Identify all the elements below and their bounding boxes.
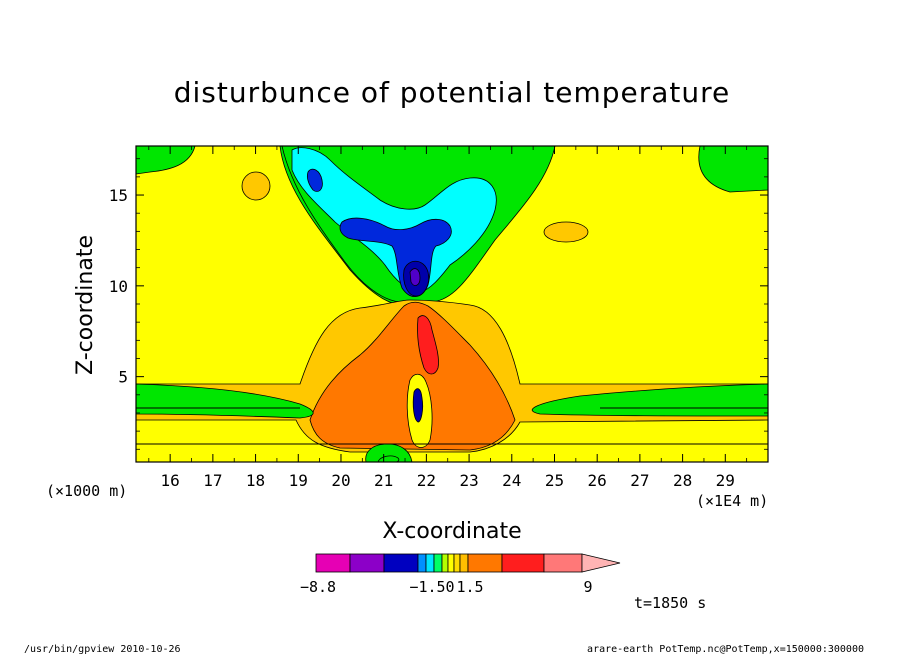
x-tick-label: 20 <box>331 471 350 490</box>
contour-blue-small <box>306 168 323 192</box>
chart-title: disturbunce of potential temperature <box>174 76 731 109</box>
x-tick-label: 19 <box>289 471 308 490</box>
colorbar-segment <box>501 553 545 573</box>
x-tick-label: 16 <box>161 471 180 490</box>
colorbar-segment <box>349 553 385 573</box>
colorbar <box>315 553 621 573</box>
colorbar-label: −8.8 <box>300 578 336 596</box>
y-axis-label: Z-coordinate <box>73 235 98 375</box>
contour-blob-left <box>241 171 271 201</box>
contour-blob-right <box>543 221 589 243</box>
contour-navy-inner <box>409 268 421 286</box>
x-tick-label: 28 <box>673 471 692 490</box>
x-unit-left: (×1000 m) <box>46 482 127 500</box>
colorbar-segment <box>467 553 503 573</box>
colorbar-segment <box>315 553 351 573</box>
contour-field <box>136 146 768 462</box>
x-tick-label: 18 <box>246 471 265 490</box>
x-tick-label: 17 <box>203 471 222 490</box>
colorbar-labels: −8.8 −1.50 1.5 9 <box>300 578 593 596</box>
x-unit-right: (×1E4 m) <box>696 492 768 510</box>
colorbar-arrow <box>581 553 621 573</box>
contour-green-band-left <box>136 383 314 419</box>
x-tick-label: 22 <box>417 471 436 490</box>
x-tick-label: 26 <box>588 471 607 490</box>
x-axis-label: X-coordinate <box>382 519 521 544</box>
colorbar-segment <box>447 553 455 573</box>
contour-green-top-left <box>136 146 196 175</box>
footer-right: arare-earth_PotTemp.nc@PotTemp,x=150000:… <box>587 644 864 654</box>
x-tick-label: 29 <box>716 471 735 490</box>
contour-cyan <box>291 147 497 293</box>
x-tick-label: 24 <box>502 471 521 490</box>
y-tick-label: 5 <box>118 368 128 387</box>
colorbar-label: 1.5 <box>456 578 483 596</box>
time-label: t=1850 s <box>634 594 706 612</box>
colorbar-segment <box>433 553 443 573</box>
colorbar-label: −1.50 <box>409 578 454 596</box>
contour-red <box>417 315 439 375</box>
colorbar-label: 9 <box>583 578 592 596</box>
colorbar-segment <box>453 553 461 573</box>
contour-green-bottom <box>365 443 413 462</box>
x-tick-label: 25 <box>545 471 564 490</box>
colorbar-segment <box>459 553 469 573</box>
colorbar-segment <box>543 553 583 573</box>
y-axis: 5 10 15 <box>109 158 768 450</box>
x-tick-label: 21 <box>374 471 393 490</box>
colorbar-segment <box>383 553 419 573</box>
colorbar-segment <box>425 553 435 573</box>
x-tick-label: 27 <box>630 471 649 490</box>
y-tick-label: 10 <box>109 277 128 296</box>
colorbar-segment <box>417 553 427 573</box>
x-axis: 16 17 18 19 20 21 22 23 24 25 26 27 28 29 <box>148 146 748 490</box>
x-tick-label: 23 <box>459 471 478 490</box>
y-tick-label: 15 <box>109 186 128 205</box>
footer-left: /usr/bin/gpview 2010-10-26 <box>24 644 181 654</box>
colorbar-segment <box>441 553 449 573</box>
contour-blue-core-low <box>412 388 424 423</box>
